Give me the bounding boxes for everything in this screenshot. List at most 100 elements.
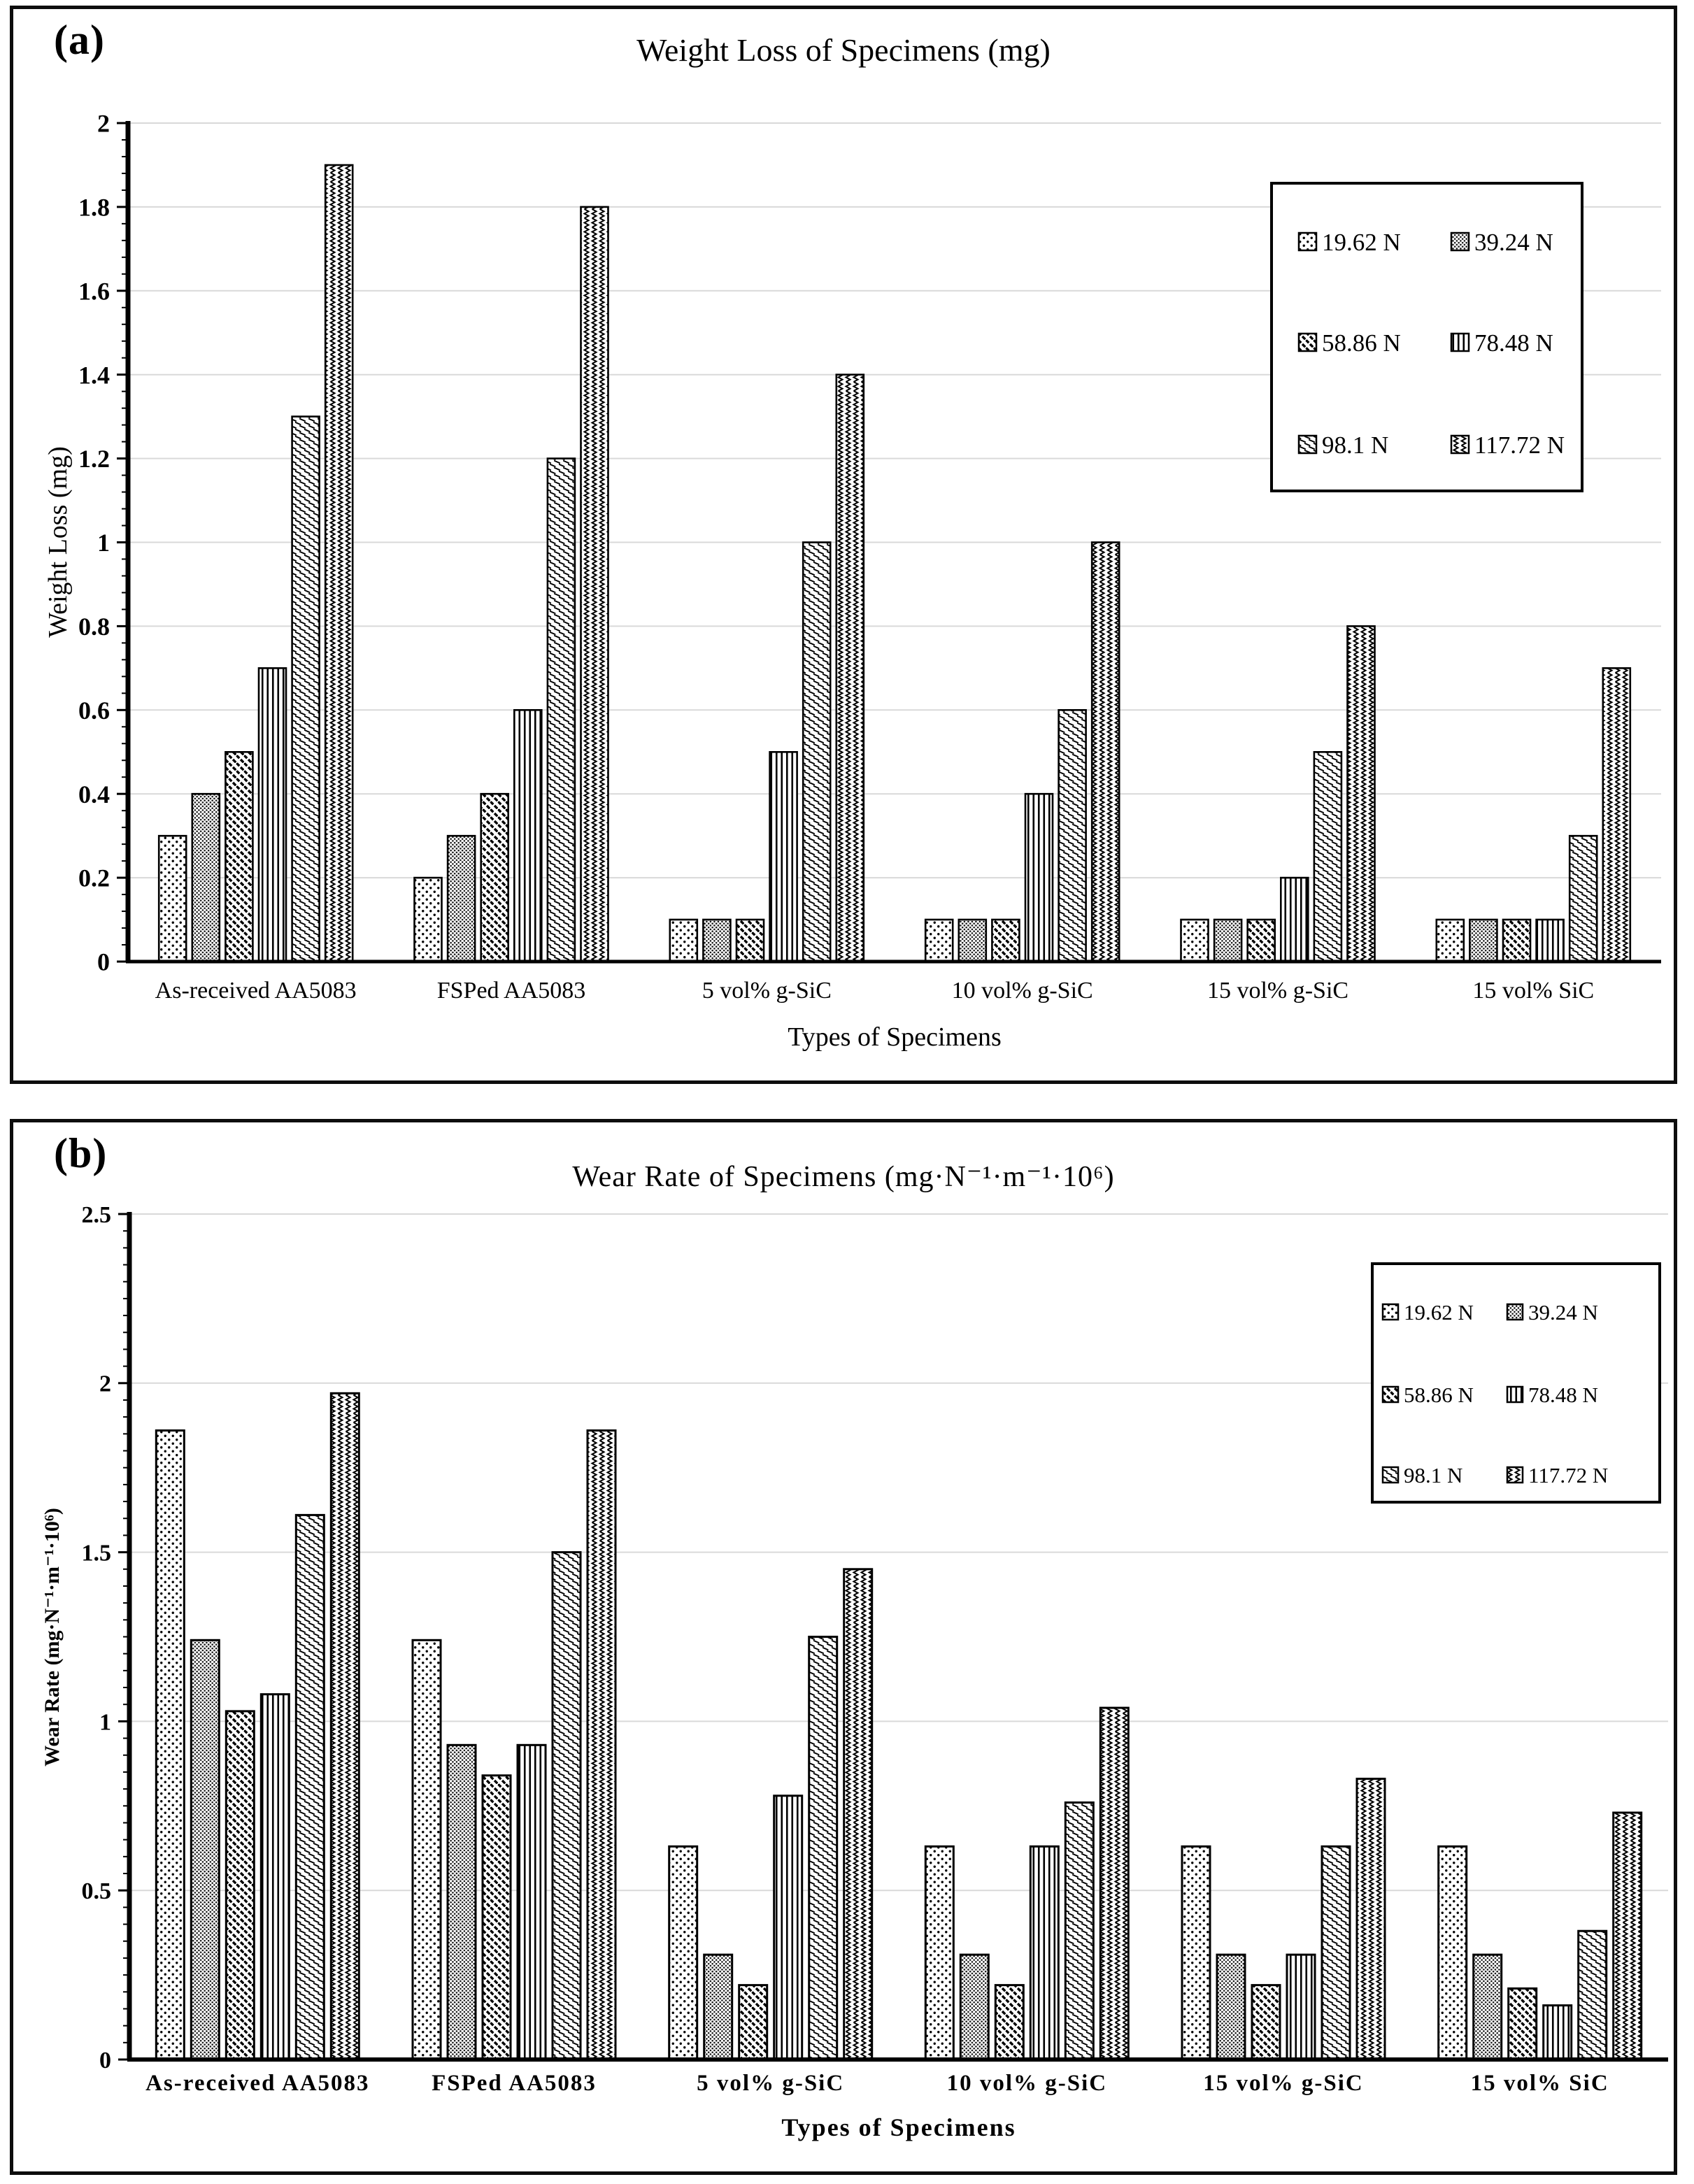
bar-39.24-n	[446, 834, 476, 963]
bar-58.86-n	[225, 1710, 255, 2061]
wear-rate-x-axis-title: Types of Specimens	[781, 2113, 1016, 2141]
weight-loss-title: Weight Loss of Specimens (mg)	[636, 32, 1051, 68]
legend-label: 98.1 N	[1404, 1463, 1462, 1487]
legend-label: 98.1 N	[1322, 431, 1388, 459]
bar-58.86-n	[738, 1984, 769, 2061]
legend-label: 78.48 N	[1474, 329, 1553, 357]
y-tick-label: 1	[99, 1709, 111, 1735]
y-tick-label: 0.4	[78, 780, 110, 808]
y-tick-label: 0	[99, 2048, 111, 2074]
bar-39.24-n	[1216, 1953, 1246, 2061]
bar-98.1-n	[291, 415, 320, 963]
bar-39.24-n	[703, 1953, 734, 2061]
y-tick-label: 1	[97, 529, 110, 557]
bar-117.72-n	[1612, 1811, 1643, 2061]
category-label: As-received AA5083	[145, 2071, 369, 2096]
bar-98.1-n	[1313, 751, 1343, 963]
bar-117.72-n	[835, 373, 865, 963]
bar-78.48-n	[257, 667, 287, 963]
y-tick-label: 1.6	[78, 277, 110, 305]
weight-loss-y-axis-title: Weight Loss (mg)	[43, 446, 73, 638]
bar-39.24-n	[1469, 918, 1498, 963]
legend-label: 78.48 N	[1528, 1383, 1598, 1407]
bar-98.1-n	[802, 541, 832, 963]
bar-58.86-n	[480, 792, 510, 963]
bar-58.86-n	[1502, 918, 1532, 963]
bar-39.24-n	[191, 792, 221, 963]
legend-label: 19.62 N	[1404, 1300, 1474, 1325]
bar-58.86-n	[1246, 918, 1276, 963]
legend-label: 117.72 N	[1528, 1463, 1608, 1487]
bar-39.24-n	[190, 1639, 220, 2061]
bar-19.62-n	[1435, 918, 1465, 963]
category-label: 15 vol% SiC	[1472, 978, 1594, 1004]
legend-swatch	[1450, 434, 1470, 455]
bar-117.72-n	[580, 206, 609, 963]
bar-58.86-n	[735, 918, 765, 963]
wear-rate-y-axis-title: Wear Rate (mg·N⁻¹·m⁻¹·10⁶)	[41, 1508, 64, 1767]
bar-58.86-n	[994, 1984, 1025, 2061]
legend-swatch	[1297, 434, 1318, 455]
bar-19.62-n	[1180, 918, 1209, 963]
bar-117.72-n	[1346, 625, 1376, 963]
bar-19.62-n	[924, 918, 954, 963]
y-tick-label: 0.5	[82, 1878, 112, 1904]
bar-117.72-n	[329, 1392, 360, 2061]
legend-label: 117.72 N	[1474, 431, 1565, 459]
bar-78.48-n	[259, 1693, 290, 2061]
bar-19.62-n	[1437, 1845, 1468, 2061]
bar-19.62-n	[413, 876, 443, 963]
category-label: 15 vol% g-SiC	[1207, 978, 1348, 1004]
bar-19.62-n	[411, 1639, 442, 2061]
legend-swatch	[1450, 332, 1470, 352]
legend-swatch	[1381, 1466, 1400, 1484]
bar-19.62-n	[1181, 1845, 1211, 2061]
bar-98.1-n	[808, 1636, 839, 2061]
panel-a: As-received AA5083 FSPed AA5083 5 vol% g-S…	[10, 6, 1677, 1084]
legend-label: 58.86 N	[1322, 329, 1401, 357]
y-tick-label: 1.2	[78, 445, 110, 473]
bar-117.72-n	[1099, 1706, 1130, 2061]
panel-a-corner-label: (a)	[54, 17, 105, 63]
y-tick-label: 2	[97, 110, 110, 138]
bar-19.62-n	[668, 1845, 699, 2061]
y-tick-label: 0.8	[78, 613, 110, 641]
category-label: As-received AA5083	[155, 978, 357, 1004]
legend-label: 19.62 N	[1322, 229, 1401, 256]
bar-58.86-n	[481, 1774, 512, 2061]
legend-label: 58.86 N	[1404, 1383, 1474, 1407]
y-tick-label: 1.8	[78, 194, 110, 222]
legend-box	[1270, 182, 1583, 492]
bar-78.48-n	[1024, 792, 1054, 963]
bar-98.1-n	[1064, 1801, 1095, 2061]
category-label: FSPed AA5083	[437, 978, 586, 1004]
bar-39.24-n	[958, 918, 988, 963]
bar-98.1-n	[546, 457, 576, 963]
bar-58.86-n	[991, 918, 1020, 963]
bar-39.24-n	[1213, 918, 1243, 963]
bar-78.48-n	[1280, 876, 1309, 963]
bar-117.72-n	[1355, 1778, 1386, 2061]
bar-78.48-n	[516, 1743, 547, 2061]
bar-117.72-n	[586, 1429, 617, 2061]
wear-rate-title: Wear Rate of Specimens (mg·N⁻¹·m⁻¹·10⁶)	[572, 1161, 1115, 1193]
bar-78.48-n	[1542, 2004, 1573, 2061]
weight-loss-x-axis-title: Types of Specimens	[788, 1022, 1002, 1052]
category-label: 15 vol% g-SiC	[1203, 2071, 1364, 2096]
weight-loss-chart: As-received AA5083 FSPed AA5083 5 vol% g-S…	[78, 110, 1661, 1004]
bar-98.1-n	[1058, 708, 1087, 963]
bar-19.62-n	[669, 918, 699, 963]
panel-b-corner-label: (b)	[54, 1130, 108, 1176]
bar-98.1-n	[1568, 834, 1598, 963]
legend-swatch	[1506, 1303, 1524, 1321]
category-label: 15 vol% SiC	[1471, 2071, 1609, 2096]
bar-117.72-n	[1602, 667, 1632, 963]
bar-58.86-n	[1251, 1984, 1281, 2061]
legend-swatch	[1297, 231, 1318, 252]
legend-label: 39.24 N	[1528, 1300, 1598, 1325]
bar-117.72-n	[324, 164, 354, 963]
bar-19.62-n	[924, 1845, 955, 2061]
bar-117.72-n	[1090, 541, 1120, 963]
panel-b: As-received AA5083 FSPed AA5083 5 vol% g-S…	[10, 1119, 1677, 2175]
bar-19.62-n	[155, 1429, 185, 2061]
